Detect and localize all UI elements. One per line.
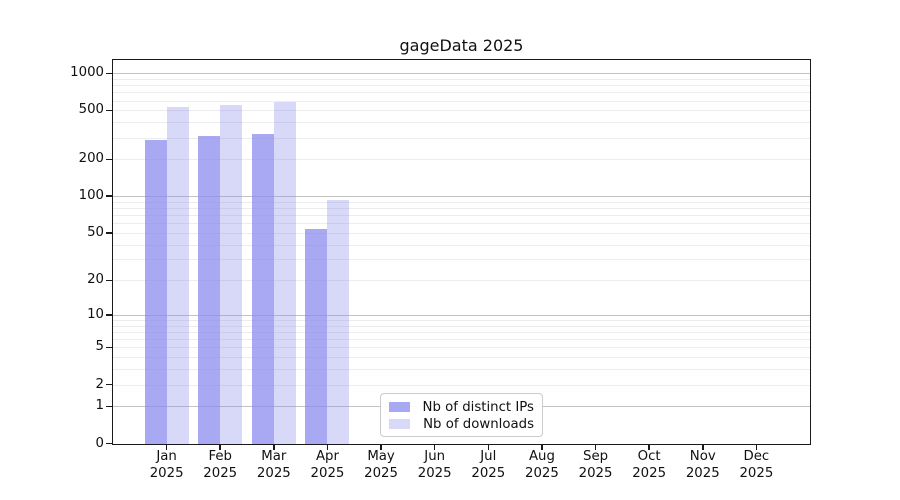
x-tick-mark bbox=[541, 444, 543, 450]
y-tick-label: 5 bbox=[95, 339, 104, 355]
minor-gridline bbox=[113, 384, 810, 386]
minor-gridline bbox=[113, 110, 810, 112]
minor-gridline bbox=[113, 347, 810, 349]
major-gridline bbox=[113, 315, 810, 316]
plot-area bbox=[113, 60, 810, 444]
legend-item-distinct-ips: Nb of distinct IPs bbox=[389, 399, 534, 415]
minor-gridline bbox=[113, 85, 810, 87]
y-tick-mark bbox=[106, 109, 112, 112]
x-tick-label: Apr 2025 bbox=[310, 449, 345, 481]
minor-gridline bbox=[113, 122, 810, 124]
y-tick-mark bbox=[106, 383, 112, 386]
x-tick-mark bbox=[326, 444, 329, 450]
x-tick-mark bbox=[487, 444, 490, 450]
bar-downloads-apr-2025 bbox=[327, 200, 350, 444]
y-tick-label: 0 bbox=[95, 435, 104, 451]
bar-downloads-mar-2025 bbox=[273, 101, 296, 444]
y-tick-label: 500 bbox=[78, 102, 104, 118]
x-tick-mark bbox=[594, 444, 597, 450]
y-tick-mark bbox=[106, 442, 112, 445]
major-gridline bbox=[113, 73, 810, 75]
minor-gridline bbox=[113, 320, 810, 322]
legend-label-distinct-ips: Nb of distinct IPs bbox=[422, 399, 534, 415]
bar-distinct-ips-jan-2025 bbox=[144, 139, 167, 444]
minor-gridline bbox=[113, 332, 810, 334]
y-tick-label: 100 bbox=[78, 188, 104, 204]
y-tick-mark bbox=[106, 195, 112, 197]
y-tick-label: 200 bbox=[78, 151, 104, 167]
y-tick-mark bbox=[106, 158, 112, 161]
minor-gridline bbox=[113, 280, 810, 282]
y-tick-mark bbox=[106, 405, 112, 408]
x-tick-label: Feb 2025 bbox=[203, 449, 238, 481]
x-tick-mark bbox=[219, 444, 221, 450]
minor-gridline bbox=[113, 159, 810, 161]
x-tick-mark bbox=[702, 444, 704, 450]
y-tick-mark bbox=[106, 232, 112, 234]
minor-gridline bbox=[113, 259, 810, 261]
x-tick-label: Mar 2025 bbox=[256, 449, 291, 481]
legend-item-downloads: Nb of downloads bbox=[389, 416, 534, 432]
minor-gridline bbox=[113, 208, 810, 210]
y-tick-label: 10 bbox=[87, 307, 104, 322]
x-tick-label: Nov 2025 bbox=[685, 449, 720, 481]
minor-gridline bbox=[113, 232, 810, 234]
y-tick-label: 1000 bbox=[70, 65, 104, 81]
y-tick-label: 50 bbox=[87, 224, 104, 240]
minor-gridline bbox=[113, 137, 810, 139]
y-tick-mark bbox=[106, 72, 112, 75]
x-tick-label: Sep 2025 bbox=[578, 449, 613, 481]
x-tick-mark bbox=[380, 444, 382, 450]
bar-distinct-ips-feb-2025 bbox=[198, 136, 221, 444]
x-tick-mark bbox=[755, 444, 758, 450]
chart-title: gageData 2025 bbox=[399, 36, 524, 55]
minor-gridline bbox=[113, 339, 810, 341]
x-tick-label: Jun 2025 bbox=[417, 449, 452, 481]
y-tick-mark bbox=[106, 279, 112, 282]
x-tick-mark bbox=[165, 444, 168, 450]
x-tick-label: Jul 2025 bbox=[471, 449, 506, 481]
minor-gridline bbox=[113, 223, 810, 225]
x-tick-label: May 2025 bbox=[364, 449, 398, 481]
x-tick-label: Dec 2025 bbox=[739, 449, 774, 481]
y-tick-mark bbox=[106, 346, 112, 349]
legend-swatch-downloads bbox=[389, 419, 411, 429]
x-tick-mark bbox=[433, 444, 436, 450]
x-tick-label: Aug 2025 bbox=[525, 449, 559, 481]
x-tick-mark bbox=[648, 444, 650, 450]
bar-distinct-ips-mar-2025 bbox=[251, 134, 274, 444]
y-tick-label: 20 bbox=[87, 272, 104, 288]
minor-gridline bbox=[113, 201, 810, 203]
x-tick-label: Jan 2025 bbox=[149, 449, 184, 481]
y-tick-mark bbox=[106, 314, 112, 316]
x-tick-label: Oct 2025 bbox=[632, 449, 667, 481]
minor-gridline bbox=[113, 100, 810, 102]
minor-gridline bbox=[113, 369, 810, 371]
minor-gridline bbox=[113, 357, 810, 359]
minor-gridline bbox=[113, 92, 810, 94]
bar-downloads-jan-2025 bbox=[166, 107, 189, 444]
bar-downloads-feb-2025 bbox=[220, 105, 243, 444]
x-tick-mark bbox=[273, 444, 275, 450]
legend: Nb of distinct IPs Nb of downloads bbox=[380, 393, 543, 437]
minor-gridline bbox=[113, 244, 810, 246]
minor-gridline bbox=[113, 78, 810, 80]
legend-label-downloads: Nb of downloads bbox=[423, 416, 534, 432]
minor-gridline bbox=[113, 215, 810, 217]
y-tick-label: 1 bbox=[95, 398, 104, 414]
bar-distinct-ips-apr-2025 bbox=[305, 228, 328, 444]
legend-swatch-distinct-ips bbox=[389, 402, 410, 412]
minor-gridline bbox=[113, 325, 810, 327]
major-gridline bbox=[113, 196, 810, 198]
y-tick-label: 2 bbox=[95, 376, 104, 392]
